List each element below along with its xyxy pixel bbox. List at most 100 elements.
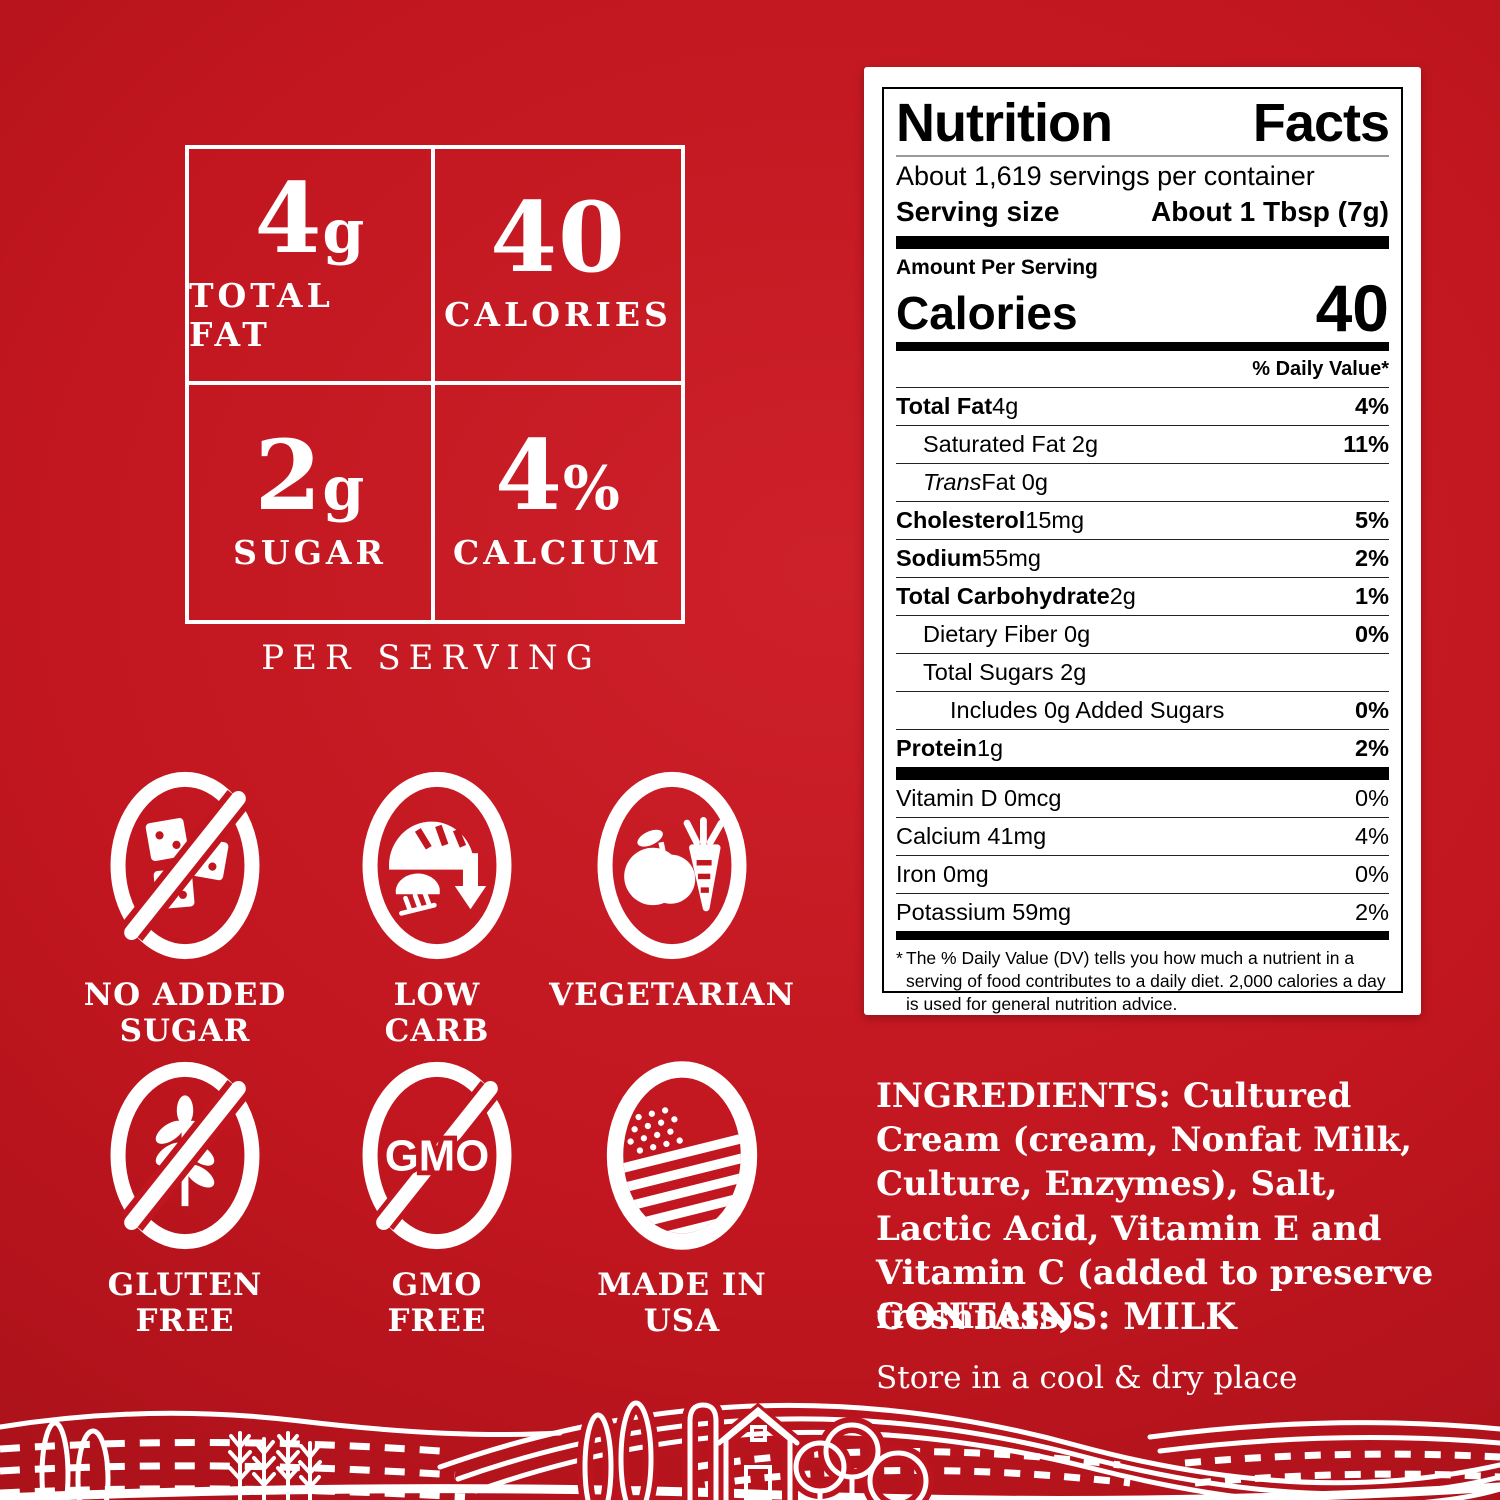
value-number: 40 (490, 181, 626, 295)
badge-vegetarian: VEGETARIAN (542, 763, 802, 1014)
daily-value: 2% (1355, 898, 1389, 925)
gmo-icon-text: GMO (385, 1132, 489, 1181)
daily-value: 0% (1355, 620, 1389, 647)
title-rule (896, 154, 1389, 157)
daily-value: 2% (1355, 544, 1389, 571)
nutrition-row-cholesterol: Cholesterol 15mg 5% (896, 502, 1389, 540)
daily-value-footnote: * The % Daily Value (DV) tells you how m… (896, 940, 1389, 1016)
nutrient-name: Protein (896, 734, 977, 761)
hill-line (1147, 1420, 1500, 1440)
per-serving-caption: PER SERVING (261, 638, 601, 678)
hill-line (0, 1410, 563, 1437)
nutrition-row-trans-fat: Trans Fat 0g (896, 464, 1389, 502)
nutrition-row-iron: Iron 0mg 0% (896, 856, 1389, 894)
daily-value: 0% (1355, 696, 1389, 723)
badge-label: LOW CARB (384, 977, 490, 1049)
vegetarian-icon (597, 771, 747, 960)
daily-value: 1% (1355, 582, 1389, 609)
storage-text: Store in a cool & dry place (876, 1360, 1298, 1396)
highlight-label: CALCIUM (452, 532, 664, 572)
highlight-value: 4% (495, 427, 621, 523)
field-dashes (0, 1462, 456, 1479)
field-dashes (704, 1466, 1131, 1489)
field-dashes (694, 1447, 1121, 1471)
badge-label: NO ADDED SUGAR (84, 977, 286, 1049)
ingredients-text: INGREDIENTS: Cultured Cream (cream, Nonf… (876, 1074, 1442, 1339)
highlight-value: 2g (255, 427, 366, 523)
nutrient-name: Sodium (896, 544, 983, 571)
cypress-tree-icon (39, 1420, 71, 1500)
servings-per-container: About 1,619 servings per container (896, 160, 1315, 191)
thick-divider (896, 930, 1389, 940)
gluten-free-icon (110, 1061, 260, 1250)
badge-label-line1: GMO (391, 1267, 483, 1303)
nutrition-facts-panel: Nutrition Facts About 1,619 servings per… (864, 67, 1421, 1015)
footnote-text: The % Daily Value (DV) tells you how muc… (906, 947, 1386, 1014)
hill-line (0, 1482, 1500, 1500)
thick-divider (896, 341, 1389, 351)
daily-value: 0% (1355, 784, 1389, 811)
footnote-asterisk: * (896, 947, 903, 968)
made-in-usa-icon (606, 1061, 758, 1250)
badge-label-line2: SUGAR (119, 1012, 251, 1049)
calories-row: Calories 40 (896, 270, 1389, 345)
badge-label-line2: USA (643, 1302, 721, 1339)
amount-per-serving: Amount Per Serving (896, 255, 1098, 279)
daily-value: 2% (1355, 734, 1389, 761)
badge-low-carb: LOW CARB (317, 763, 557, 1049)
calories-value: 40 (1315, 270, 1389, 345)
daily-value: 5% (1355, 506, 1389, 533)
nutrient-amount: Includes 0g Added Sugars (950, 696, 1225, 723)
badge-gluten-free: GLUTEN FREE (65, 1053, 305, 1339)
ingredients-heading: INGREDIENTS: (876, 1076, 1171, 1116)
nutrition-row-total-sugars: Total Sugars 2g (896, 654, 1389, 692)
highlight-label: CALORIES (444, 295, 672, 335)
value-unit: % (562, 453, 621, 524)
highlight-label: SUGAR (233, 532, 387, 572)
badge-label-line2: CARB (384, 1012, 490, 1049)
cypress-tree-icon (582, 1412, 614, 1500)
thick-divider (896, 235, 1389, 249)
badge-label: GLUTEN FREE (107, 1267, 263, 1339)
daily-value: 11% (1343, 430, 1389, 457)
nutrition-row-added-sugars: Includes 0g Added Sugars 0% (896, 692, 1389, 730)
highlight-cell-calcium: 4% CALCIUM (435, 385, 681, 621)
per-serving-highlight-grid: 4g TOTAL FAT 40 CALORIES 2g SUGAR 4% CAL… (185, 145, 685, 624)
nutrient-amount: 4g (992, 392, 1019, 419)
nutrient-name: Total Carbohydrate (896, 582, 1110, 609)
nutrient-amount: Saturated Fat 2g (923, 430, 1099, 457)
highlight-label: TOTAL FAT (189, 275, 334, 354)
cypress-tree-icon (75, 1428, 111, 1500)
daily-value: 4% (1355, 822, 1389, 849)
farm-illustration (0, 1395, 1500, 1500)
daily-value-header: % Daily Value* (896, 351, 1389, 388)
highlight-value: 40 (490, 190, 626, 286)
badge-label: VEGETARIAN (549, 977, 795, 1014)
badge-no-added-sugar: NO ADDED SUGAR (65, 763, 305, 1049)
ingredients-body: Cultured Cream (cream, Nonfat Milk, Cult… (876, 1076, 1434, 1337)
nutrition-row-saturated-fat: Saturated Fat 2g 11% (896, 426, 1389, 464)
nutrient-rows: Total Fat 4g 4% Saturated Fat 2g 11% Trans… (896, 388, 1389, 767)
nutrition-row-dietary-fiber: Dietary Fiber 0g 0% (896, 616, 1389, 654)
nutrition-row-potassium: Potassium 59mg 2% (896, 894, 1389, 931)
value-number: 4 (495, 418, 563, 532)
micronutrient-rows: Vitamin D 0mcg 0% Calcium 41mg 4% Iron 0mg… (896, 780, 1389, 931)
badge-label: GMO FREE (387, 1267, 486, 1339)
serving-size-label: Serving size (896, 195, 1060, 227)
badge-label-line2: FREE (135, 1302, 235, 1339)
field-dashes (0, 1438, 441, 1455)
contains-text: CONTAINS: MILK (876, 1296, 1237, 1338)
nutrient-name-italic: Trans (923, 468, 982, 495)
gmo-free-icon: GMO (362, 1061, 512, 1250)
nutrition-row-calcium: Calcium 41mg 4% (896, 818, 1389, 856)
nutrient-amount: 1g (976, 734, 1004, 761)
field-dashes (1184, 1450, 1500, 1467)
value-unit: g (322, 453, 366, 524)
no-added-sugar-icon (110, 771, 260, 960)
daily-value: 0% (1355, 860, 1389, 887)
nutrient-amount: Calcium 41mg (896, 822, 1047, 849)
highlight-value: 4g (255, 170, 366, 266)
nutrition-facts-title: Nutrition Facts (896, 93, 1390, 153)
badge-label-line1: GLUTEN (107, 1267, 263, 1303)
